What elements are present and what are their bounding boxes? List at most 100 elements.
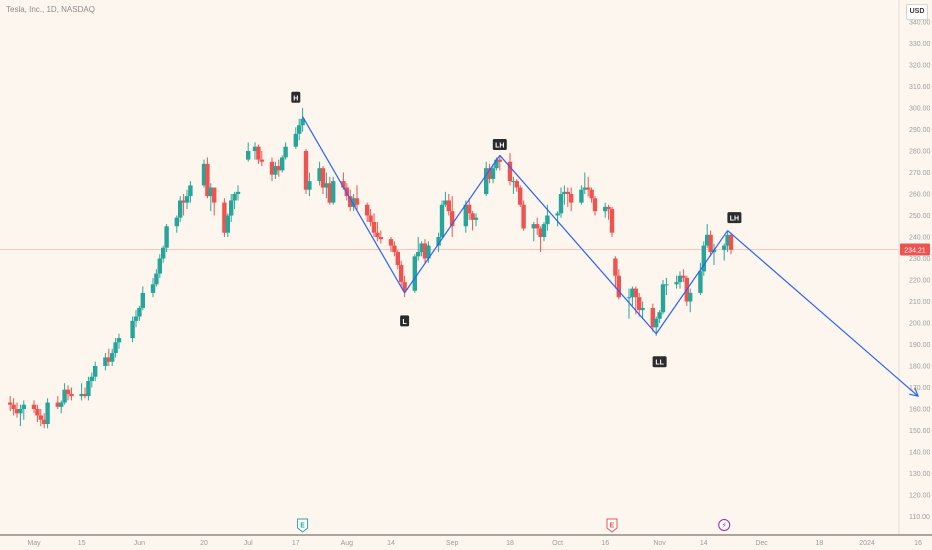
candle-body [640, 307, 645, 311]
candle-body [416, 252, 421, 257]
candle-body [86, 381, 91, 397]
candle-body [297, 125, 302, 134]
candle-body [59, 402, 64, 407]
candle-body [307, 181, 312, 190]
candle-body [14, 409, 20, 414]
candle-body [62, 389, 67, 403]
last-price-tag [900, 243, 930, 256]
candle-body [487, 168, 492, 179]
x-tick-label: Aug [341, 540, 354, 547]
candle-body [212, 187, 217, 203]
candle-body [368, 215, 373, 222]
pattern-line [655, 230, 729, 335]
earnings-marker-label: E [300, 523, 305, 530]
x-tick-label: 15 [78, 540, 86, 547]
candle-body [137, 307, 142, 317]
candle-body [388, 239, 394, 246]
pattern-label-box [291, 91, 301, 103]
candle-body [303, 151, 309, 190]
y-tick-label: 230.00 [909, 256, 931, 263]
candle-body [660, 284, 666, 313]
candle-body [18, 409, 23, 414]
y-tick-label: 160.00 [909, 407, 931, 414]
y-tick-label: 250.00 [909, 213, 931, 220]
y-tick-label: 290.00 [909, 127, 931, 134]
candle-body [164, 226, 169, 248]
candle-body [184, 196, 190, 203]
x-tick-label: Sep [446, 540, 459, 547]
candle-body [331, 181, 336, 203]
candle-body [603, 206, 608, 212]
candle-body [208, 187, 213, 197]
candle-body [161, 247, 166, 259]
x-tick-label: Dec [755, 540, 768, 547]
y-tick-label: 210.00 [909, 299, 931, 306]
candle-body [518, 187, 523, 205]
candle-body [283, 146, 288, 158]
candle-body [157, 258, 162, 274]
event-marker-label: ⚡ [722, 522, 727, 530]
pattern-line [404, 154, 501, 294]
candle-body [722, 245, 727, 250]
candle-body [436, 237, 441, 246]
candle-body [511, 181, 516, 183]
x-tick-label: Nov [653, 540, 666, 547]
candle-body [354, 198, 360, 205]
pattern-line [727, 230, 919, 397]
earnings-icon [606, 518, 618, 533]
candle-body [395, 252, 400, 265]
candle-body [494, 159, 499, 169]
candle-body [708, 234, 713, 253]
x-tick-label: 16 [914, 540, 922, 547]
candle-body [399, 264, 404, 283]
y-tick-label: 110.00 [909, 514, 930, 521]
last-price-label: 234.21 [904, 247, 926, 254]
pattern-label: LH [730, 216, 739, 223]
candle-body [273, 166, 278, 175]
candle-body [174, 217, 179, 227]
candle-body [93, 366, 98, 377]
candle-body [201, 163, 207, 186]
y-tick-label: 340.00 [909, 20, 931, 27]
x-tick-label: Jun [134, 540, 145, 547]
candle-body [188, 185, 193, 197]
candle-body [681, 275, 686, 278]
y-tick-label: 120.00 [909, 493, 931, 500]
candle-body [609, 209, 615, 233]
candle-body [613, 258, 618, 276]
pattern-label-box [727, 212, 742, 224]
y-tick-label: 260.00 [909, 192, 931, 199]
candle-body [82, 393, 88, 397]
y-tick-label: 190.00 [909, 342, 931, 349]
candle-body [698, 271, 703, 293]
y-tick-label: 280.00 [909, 149, 931, 156]
arrowhead-icon [909, 387, 919, 397]
y-tick-label: 310.00 [909, 84, 931, 91]
candle-body [562, 191, 567, 194]
y-tick-label: 330.00 [909, 41, 931, 48]
candle-body [514, 181, 519, 188]
currency-button[interactable]: USD [906, 4, 928, 20]
y-tick-label: 140.00 [909, 450, 931, 457]
y-tick-label: 240.00 [909, 235, 931, 242]
candle-body [426, 245, 431, 259]
candle-body [205, 163, 210, 197]
candle-body [229, 200, 234, 216]
candle-body [463, 204, 468, 227]
candle-body [728, 234, 734, 250]
candle-body [705, 234, 710, 246]
x-tick-label: 18 [816, 540, 824, 547]
candle-body [439, 204, 445, 237]
candle-body [280, 157, 285, 171]
pattern-label-box [492, 139, 507, 151]
candle-body [497, 159, 502, 162]
candle-body [579, 189, 584, 203]
x-tick-label: 2024 [859, 540, 875, 547]
candle-body [252, 146, 258, 151]
candle-body [378, 237, 383, 240]
candle-body [531, 224, 536, 229]
pattern-line [302, 116, 406, 294]
candle-body [300, 118, 305, 126]
